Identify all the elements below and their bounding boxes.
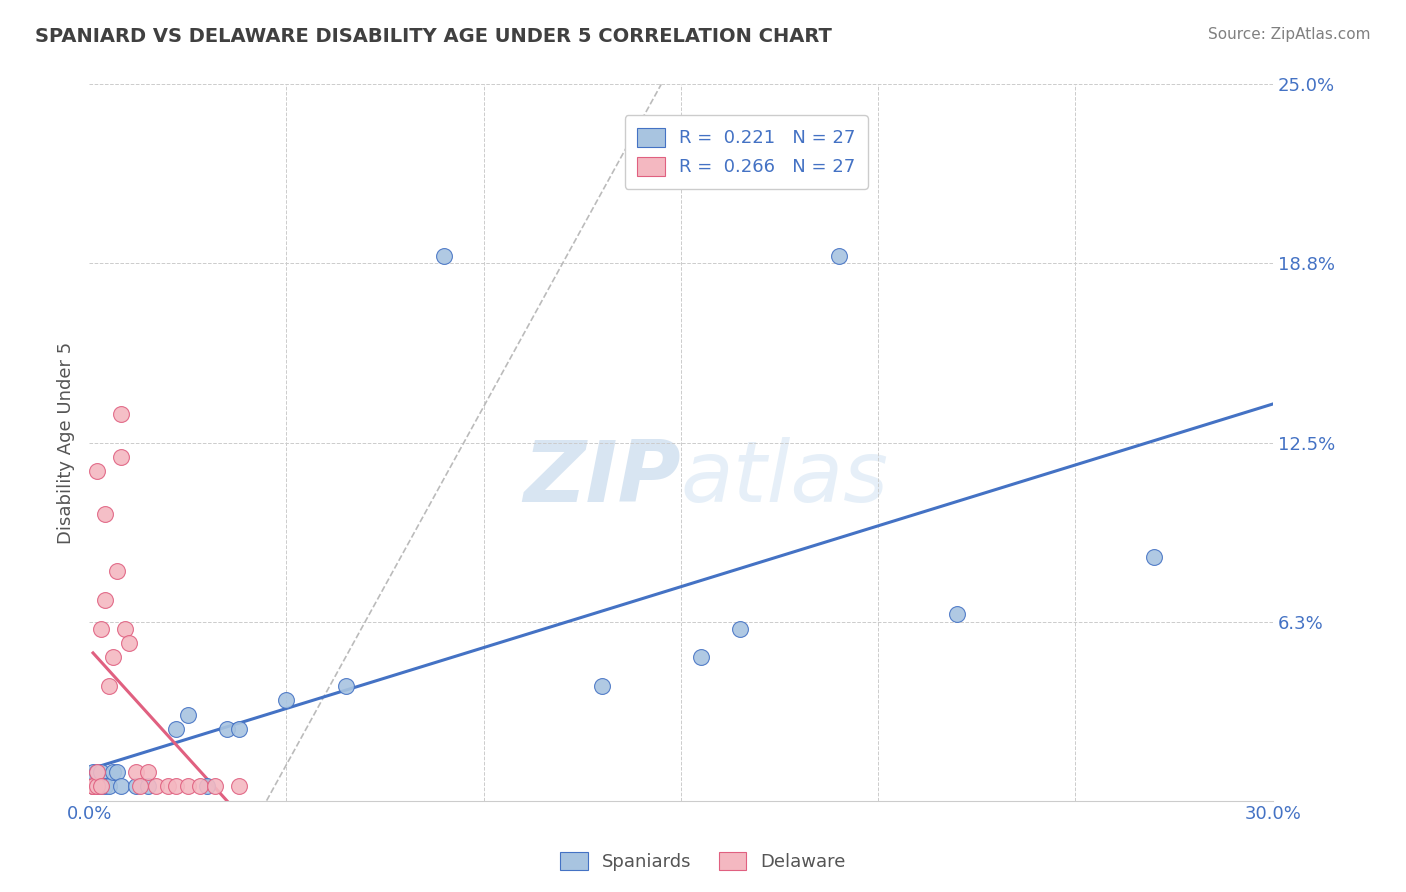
Point (276, 693, 298, 707)
Point (86, 764, 108, 779)
Point (165, 722, 187, 736)
Point (82, 779, 104, 793)
Point (156, 779, 179, 793)
Point (86, 779, 108, 793)
Point (110, 450, 132, 464)
Point (176, 707, 198, 722)
Point (591, 679, 613, 693)
Text: ZIP: ZIP (523, 437, 681, 520)
Point (145, 779, 167, 793)
Point (1143, 550, 1166, 565)
Point (228, 779, 250, 793)
Point (165, 779, 187, 793)
Point (125, 779, 148, 793)
Y-axis label: Disability Age Under 5: Disability Age Under 5 (58, 342, 75, 543)
Point (82, 779, 104, 793)
Point (90, 622, 112, 636)
Point (136, 764, 159, 779)
Point (946, 607, 969, 622)
Point (94, 507, 117, 521)
Point (82, 779, 104, 793)
Point (86, 779, 108, 793)
Point (82, 779, 104, 793)
Point (101, 650, 124, 665)
Point (86, 464, 108, 478)
Point (90, 764, 112, 779)
Point (117, 636, 139, 650)
Point (433, 249, 456, 263)
Legend: R =  0.221   N = 27, R =  0.266   N = 27: R = 0.221 N = 27, R = 0.266 N = 27 (624, 115, 868, 189)
Point (94, 779, 117, 793)
Point (197, 779, 219, 793)
Point (827, 249, 849, 263)
Point (129, 779, 152, 793)
Point (335, 679, 357, 693)
Point (101, 764, 124, 779)
Point (97, 679, 120, 693)
Point (86, 764, 108, 779)
Point (105, 565, 128, 579)
Point (188, 779, 211, 793)
Point (110, 407, 132, 421)
Point (204, 779, 226, 793)
Text: SPANIARD VS DELAWARE DISABILITY AGE UNDER 5 CORRELATION CHART: SPANIARD VS DELAWARE DISABILITY AGE UNDE… (35, 27, 832, 45)
Point (105, 764, 128, 779)
Text: Source: ZipAtlas.com: Source: ZipAtlas.com (1208, 27, 1371, 42)
Point (90, 779, 112, 793)
Point (94, 593, 117, 607)
Point (114, 622, 136, 636)
Point (728, 622, 751, 636)
Text: atlas: atlas (681, 437, 889, 520)
Point (136, 779, 159, 793)
Point (176, 779, 198, 793)
Point (90, 779, 112, 793)
Point (82, 764, 104, 779)
Point (228, 722, 250, 736)
Point (110, 779, 132, 793)
Point (125, 764, 148, 779)
Point (689, 650, 711, 665)
Legend: Spaniards, Delaware: Spaniards, Delaware (554, 845, 852, 879)
Point (217, 722, 239, 736)
Point (97, 779, 120, 793)
